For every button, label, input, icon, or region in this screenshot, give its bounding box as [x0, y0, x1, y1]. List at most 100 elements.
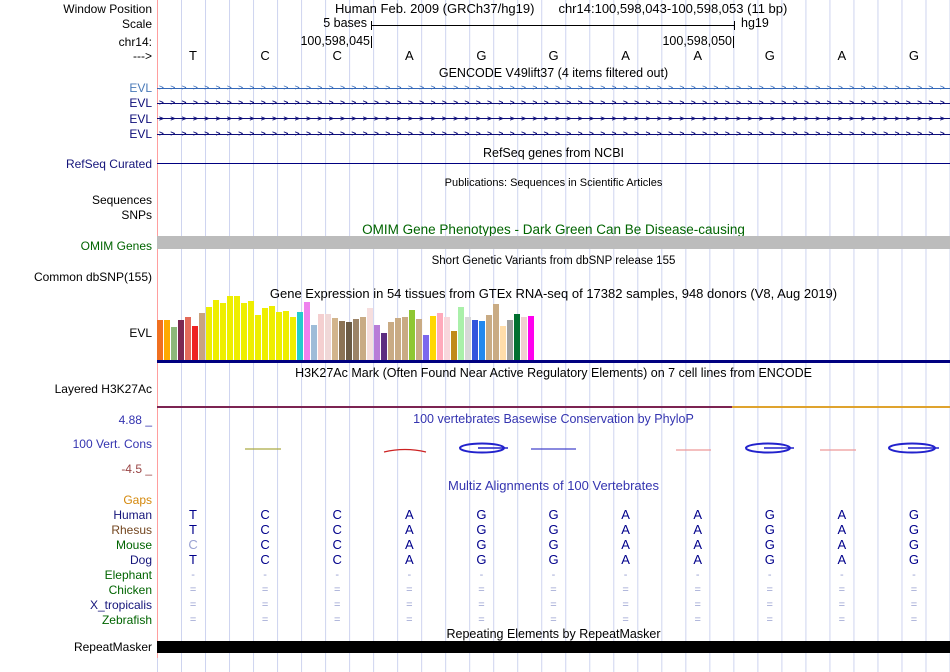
- multiz-alignment-cell: =: [838, 614, 846, 626]
- scale-bar: [371, 21, 735, 30]
- gtex-expression-bar[interactable]: [507, 320, 513, 360]
- gtex-expression-bar[interactable]: [311, 325, 317, 360]
- gtex-expression-bar[interactable]: [171, 327, 177, 360]
- gtex-track-title: Gene Expression in 54 tissues from GTEx …: [269, 286, 838, 301]
- multiz-row-label-chicken[interactable]: Chicken: [108, 583, 152, 597]
- gtex-expression-bar[interactable]: [528, 316, 534, 360]
- gencode-gene-label[interactable]: EVL: [129, 96, 152, 110]
- gtex-expression-bar[interactable]: [479, 321, 485, 360]
- multiz-row-label-rhesus[interactable]: Rhesus: [111, 523, 152, 537]
- multiz-row-label-human[interactable]: Human: [113, 508, 152, 522]
- gtex-expression-bar[interactable]: [437, 313, 443, 360]
- gtex-expression-bar[interactable]: [423, 335, 429, 360]
- gtex-expression-bar[interactable]: [339, 321, 345, 360]
- gencode-gene-label[interactable]: EVL: [129, 127, 152, 141]
- gencode-gene-label[interactable]: EVL: [129, 81, 152, 95]
- multiz-row-label-x_tropicalis[interactable]: X_tropicalis: [89, 598, 152, 612]
- gtex-expression-bar[interactable]: [465, 317, 471, 360]
- multiz-alignment-cell: =: [550, 584, 557, 596]
- multiz-alignment-cell: G: [908, 552, 920, 567]
- h3k27ac-signal-line[interactable]: [732, 406, 950, 408]
- gtex-expression-bar[interactable]: [388, 322, 394, 360]
- snps-label[interactable]: SNPs: [121, 208, 152, 222]
- gtex-expression-bar[interactable]: [213, 300, 219, 360]
- gtex-expression-bar[interactable]: [332, 318, 338, 360]
- gtex-expression-bar[interactable]: [304, 302, 310, 360]
- gtex-expression-bar[interactable]: [157, 320, 163, 360]
- gtex-expression-bar[interactable]: [416, 319, 422, 360]
- gtex-expression-bar[interactable]: [325, 314, 331, 360]
- strand-arrows-icon: >>>>>>>>>>>>>>>>>>>>>>>>>>>>>>>>>>>>>>>>…: [159, 83, 950, 92]
- gtex-expression-bar[interactable]: [409, 310, 415, 360]
- gtex-expression-bar[interactable]: [402, 317, 408, 360]
- h3k27ac-signal-line[interactable]: [157, 406, 732, 408]
- h3k27ac-label[interactable]: Layered H3K27Ac: [54, 382, 152, 396]
- gtex-expression-bar[interactable]: [430, 316, 436, 360]
- gtex-expression-bar[interactable]: [220, 303, 226, 360]
- multiz-alignment-cell: =: [261, 599, 269, 611]
- gencode-transcript[interactable]: >>>>>>>>>>>>>>>>>>>>>>>>>>>>>>>>>>>>>>>>…: [157, 114, 950, 124]
- gtex-expression-bar[interactable]: [451, 331, 457, 360]
- gtex-expression-bar[interactable]: [318, 314, 324, 360]
- repeatmasker-element-bar[interactable]: [157, 641, 950, 653]
- gtex-expression-bar[interactable]: [276, 312, 282, 360]
- ruler-base: G: [548, 48, 559, 63]
- gtex-expression-bar[interactable]: [297, 312, 303, 360]
- gtex-expression-bar[interactable]: [248, 301, 254, 360]
- gtex-expression-bar[interactable]: [486, 315, 492, 360]
- gtex-expression-bar[interactable]: [521, 317, 527, 360]
- multiz-alignment-cell: T: [189, 507, 197, 522]
- gtex-expression-bar[interactable]: [241, 303, 247, 360]
- gtex-expression-bar[interactable]: [444, 317, 450, 360]
- gencode-track-title: GENCODE V49lift37 (4 items filtered out): [438, 66, 669, 80]
- gencode-transcript[interactable]: >>>>>>>>>>>>>>>>>>>>>>>>>>>>>>>>>>>>>>>>…: [157, 83, 950, 93]
- multiz-row-label-mouse[interactable]: Mouse: [115, 538, 152, 552]
- sequences-label[interactable]: Sequences: [91, 193, 152, 207]
- gtex-expression-bar[interactable]: [360, 317, 366, 360]
- gtex-expression-bar[interactable]: [178, 320, 184, 360]
- gtex-expression-bar[interactable]: [493, 304, 499, 360]
- gtex-expression-bar[interactable]: [164, 320, 170, 360]
- gtex-expression-bar[interactable]: [269, 306, 275, 360]
- multiz-alignment-cell: C: [332, 552, 342, 567]
- multiz-row-label-dog[interactable]: Dog: [129, 553, 152, 567]
- gtex-expression-bar[interactable]: [283, 311, 289, 360]
- multiz-alignment-cell: G: [764, 537, 775, 552]
- gtex-expression-bar[interactable]: [290, 317, 296, 360]
- gtex-expression-bar[interactable]: [381, 333, 387, 360]
- gtex-expression-bar[interactable]: [227, 296, 233, 360]
- gtex-expression-bar[interactable]: [472, 320, 478, 360]
- gencode-gene-label[interactable]: EVL: [129, 111, 152, 126]
- gtex-expression-bar[interactable]: [367, 308, 373, 360]
- omim-gene-bar[interactable]: [157, 236, 950, 249]
- gtex-expression-bar[interactable]: [262, 308, 268, 360]
- phylop-min-value: -4.5 _: [121, 462, 152, 476]
- gtex-expression-bar[interactable]: [199, 313, 205, 360]
- refseq-curated-label[interactable]: RefSeq Curated: [65, 157, 152, 171]
- multiz-alignment-cell: G: [908, 507, 920, 522]
- gtex-expression-bar[interactable]: [374, 325, 380, 360]
- gtex-expression-bar[interactable]: [353, 319, 359, 360]
- refseq-gene-line[interactable]: [157, 163, 950, 164]
- gencode-transcript[interactable]: >>>>>>>>>>>>>>>>>>>>>>>>>>>>>>>>>>>>>>>>…: [157, 129, 950, 139]
- gtex-expression-bar[interactable]: [192, 326, 198, 360]
- gtex-expression-bar[interactable]: [206, 307, 212, 360]
- gtex-expression-bar[interactable]: [458, 307, 464, 360]
- multiz-row-label-gaps[interactable]: Gaps: [123, 493, 152, 507]
- gtex-expression-bar[interactable]: [514, 314, 520, 360]
- gtex-expression-bar[interactable]: [500, 326, 506, 360]
- phylop-track-label[interactable]: 100 Vert. Cons: [72, 437, 152, 451]
- multiz-row-label-zebrafish[interactable]: Zebrafish: [101, 613, 152, 627]
- gtex-gene-label[interactable]: EVL: [129, 326, 152, 340]
- gtex-expression-bar[interactable]: [234, 296, 240, 360]
- gencode-transcript[interactable]: >>>>>>>>>>>>>>>>>>>>>>>>>>>>>>>>>>>>>>>>…: [157, 98, 950, 108]
- gtex-expression-bar[interactable]: [346, 322, 352, 360]
- multiz-alignment-cell: C: [332, 507, 342, 522]
- repeatmasker-label[interactable]: RepeatMasker: [73, 640, 152, 654]
- gtex-expression-bar[interactable]: [255, 315, 261, 360]
- dbsnp-label[interactable]: Common dbSNP(155): [33, 270, 152, 284]
- multiz-row-label-elephant[interactable]: Elephant: [104, 568, 152, 582]
- gtex-expression-bar[interactable]: [395, 318, 401, 360]
- gtex-expression-bar[interactable]: [185, 317, 191, 360]
- omim-genes-label[interactable]: OMIM Genes: [80, 239, 152, 253]
